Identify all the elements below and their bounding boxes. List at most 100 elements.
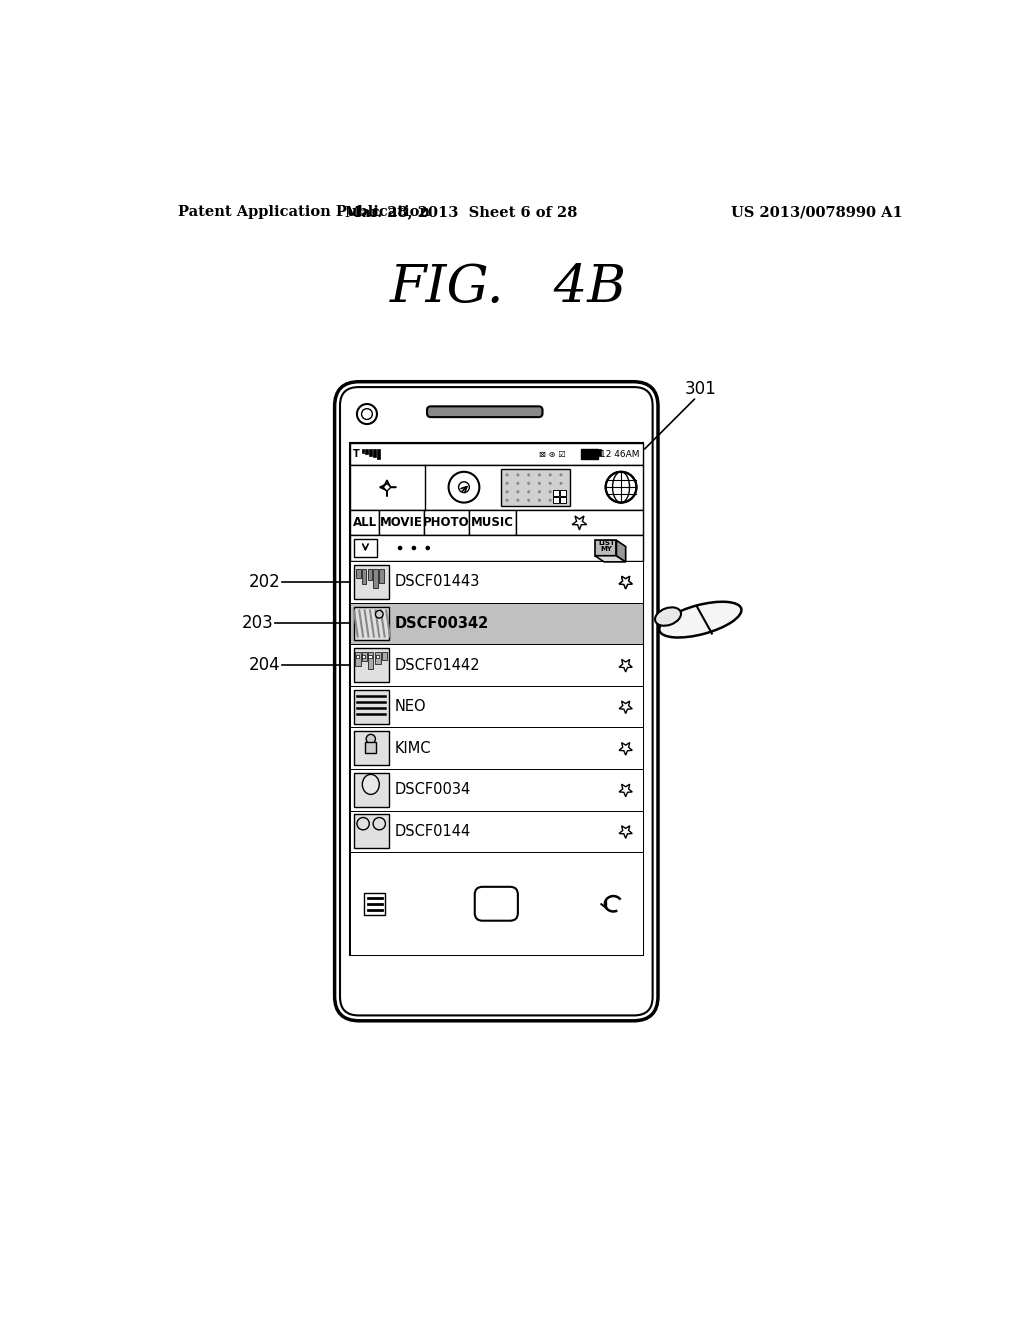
Polygon shape xyxy=(620,701,632,714)
Bar xyxy=(350,465,643,510)
Polygon shape xyxy=(572,516,587,529)
Bar xyxy=(350,770,643,810)
Bar xyxy=(354,774,388,807)
Bar xyxy=(361,450,365,453)
Circle shape xyxy=(412,545,416,550)
Bar xyxy=(354,539,377,557)
Bar xyxy=(373,569,378,589)
Text: FIG.   4B: FIG. 4B xyxy=(389,263,627,313)
Ellipse shape xyxy=(655,607,681,626)
Text: ALL: ALL xyxy=(352,516,377,529)
Circle shape xyxy=(376,610,383,618)
Bar xyxy=(350,603,643,644)
Ellipse shape xyxy=(659,602,741,638)
Bar xyxy=(553,490,559,496)
Bar xyxy=(354,814,388,849)
Circle shape xyxy=(559,482,562,484)
Bar xyxy=(370,450,372,455)
Bar xyxy=(366,742,376,752)
Circle shape xyxy=(397,545,402,550)
Text: T: T xyxy=(353,449,359,459)
FancyBboxPatch shape xyxy=(427,407,543,417)
Circle shape xyxy=(549,499,552,502)
Bar xyxy=(350,727,643,770)
Bar xyxy=(350,510,379,535)
Bar xyxy=(516,510,643,535)
Circle shape xyxy=(516,499,519,502)
Polygon shape xyxy=(620,577,632,589)
Circle shape xyxy=(538,474,541,477)
Circle shape xyxy=(516,490,519,494)
Bar xyxy=(379,510,424,535)
Bar xyxy=(376,652,381,664)
Circle shape xyxy=(527,490,530,494)
Text: DSCF0034: DSCF0034 xyxy=(394,783,471,797)
Polygon shape xyxy=(620,743,632,755)
Text: US 2013/0078990 A1: US 2013/0078990 A1 xyxy=(731,206,903,219)
Circle shape xyxy=(425,545,430,550)
Bar xyxy=(376,655,379,659)
Circle shape xyxy=(449,471,479,503)
Text: Mar. 28, 2013  Sheet 6 of 28: Mar. 28, 2013 Sheet 6 of 28 xyxy=(345,206,578,219)
Bar xyxy=(382,652,387,660)
Bar xyxy=(361,569,367,585)
FancyBboxPatch shape xyxy=(475,887,518,921)
Polygon shape xyxy=(383,483,391,491)
Text: Patent Application Publication: Patent Application Publication xyxy=(178,206,430,219)
Bar xyxy=(354,607,388,640)
Text: ⊠ ⊛ ☑: ⊠ ⊛ ☑ xyxy=(539,450,565,458)
Bar xyxy=(501,469,570,506)
Circle shape xyxy=(516,482,519,484)
Bar xyxy=(560,498,565,503)
Text: MUSIC: MUSIC xyxy=(471,516,514,529)
Bar xyxy=(553,498,559,503)
Polygon shape xyxy=(616,540,626,562)
Circle shape xyxy=(538,490,541,494)
Bar xyxy=(560,490,565,496)
Bar xyxy=(356,569,360,578)
Bar xyxy=(354,689,388,723)
Text: DSCF01443: DSCF01443 xyxy=(394,574,480,590)
Polygon shape xyxy=(620,784,632,797)
Bar xyxy=(350,853,643,956)
Circle shape xyxy=(506,474,509,477)
Circle shape xyxy=(549,474,552,477)
Bar xyxy=(350,535,643,561)
Polygon shape xyxy=(620,826,632,838)
Text: DSCF01442: DSCF01442 xyxy=(394,657,480,673)
Bar xyxy=(354,648,388,682)
Text: MY: MY xyxy=(600,545,612,552)
Circle shape xyxy=(559,490,562,494)
Text: 204: 204 xyxy=(249,656,281,675)
Text: 202: 202 xyxy=(249,573,281,591)
Bar xyxy=(581,449,598,459)
Circle shape xyxy=(538,499,541,502)
Bar xyxy=(354,731,388,766)
FancyBboxPatch shape xyxy=(335,381,658,1020)
Text: DSCF0144: DSCF0144 xyxy=(394,824,471,840)
Circle shape xyxy=(459,482,469,492)
Bar xyxy=(361,652,367,661)
Text: NEO: NEO xyxy=(394,700,426,714)
Bar xyxy=(469,510,516,535)
Text: LIST: LIST xyxy=(598,540,614,546)
Bar xyxy=(373,449,376,457)
Bar xyxy=(362,655,366,659)
Circle shape xyxy=(527,499,530,502)
Bar xyxy=(355,652,360,665)
Circle shape xyxy=(506,482,509,484)
Circle shape xyxy=(549,482,552,484)
Bar xyxy=(354,565,388,599)
Text: MOVIE: MOVIE xyxy=(380,516,423,529)
Circle shape xyxy=(506,499,509,502)
Text: KIMC: KIMC xyxy=(394,741,431,756)
Bar xyxy=(379,569,384,582)
Bar xyxy=(350,444,643,465)
Text: 301: 301 xyxy=(684,380,716,399)
Circle shape xyxy=(527,482,530,484)
Bar xyxy=(598,450,601,455)
FancyBboxPatch shape xyxy=(340,387,652,1015)
Circle shape xyxy=(516,474,519,477)
Polygon shape xyxy=(620,577,632,589)
Circle shape xyxy=(559,474,562,477)
